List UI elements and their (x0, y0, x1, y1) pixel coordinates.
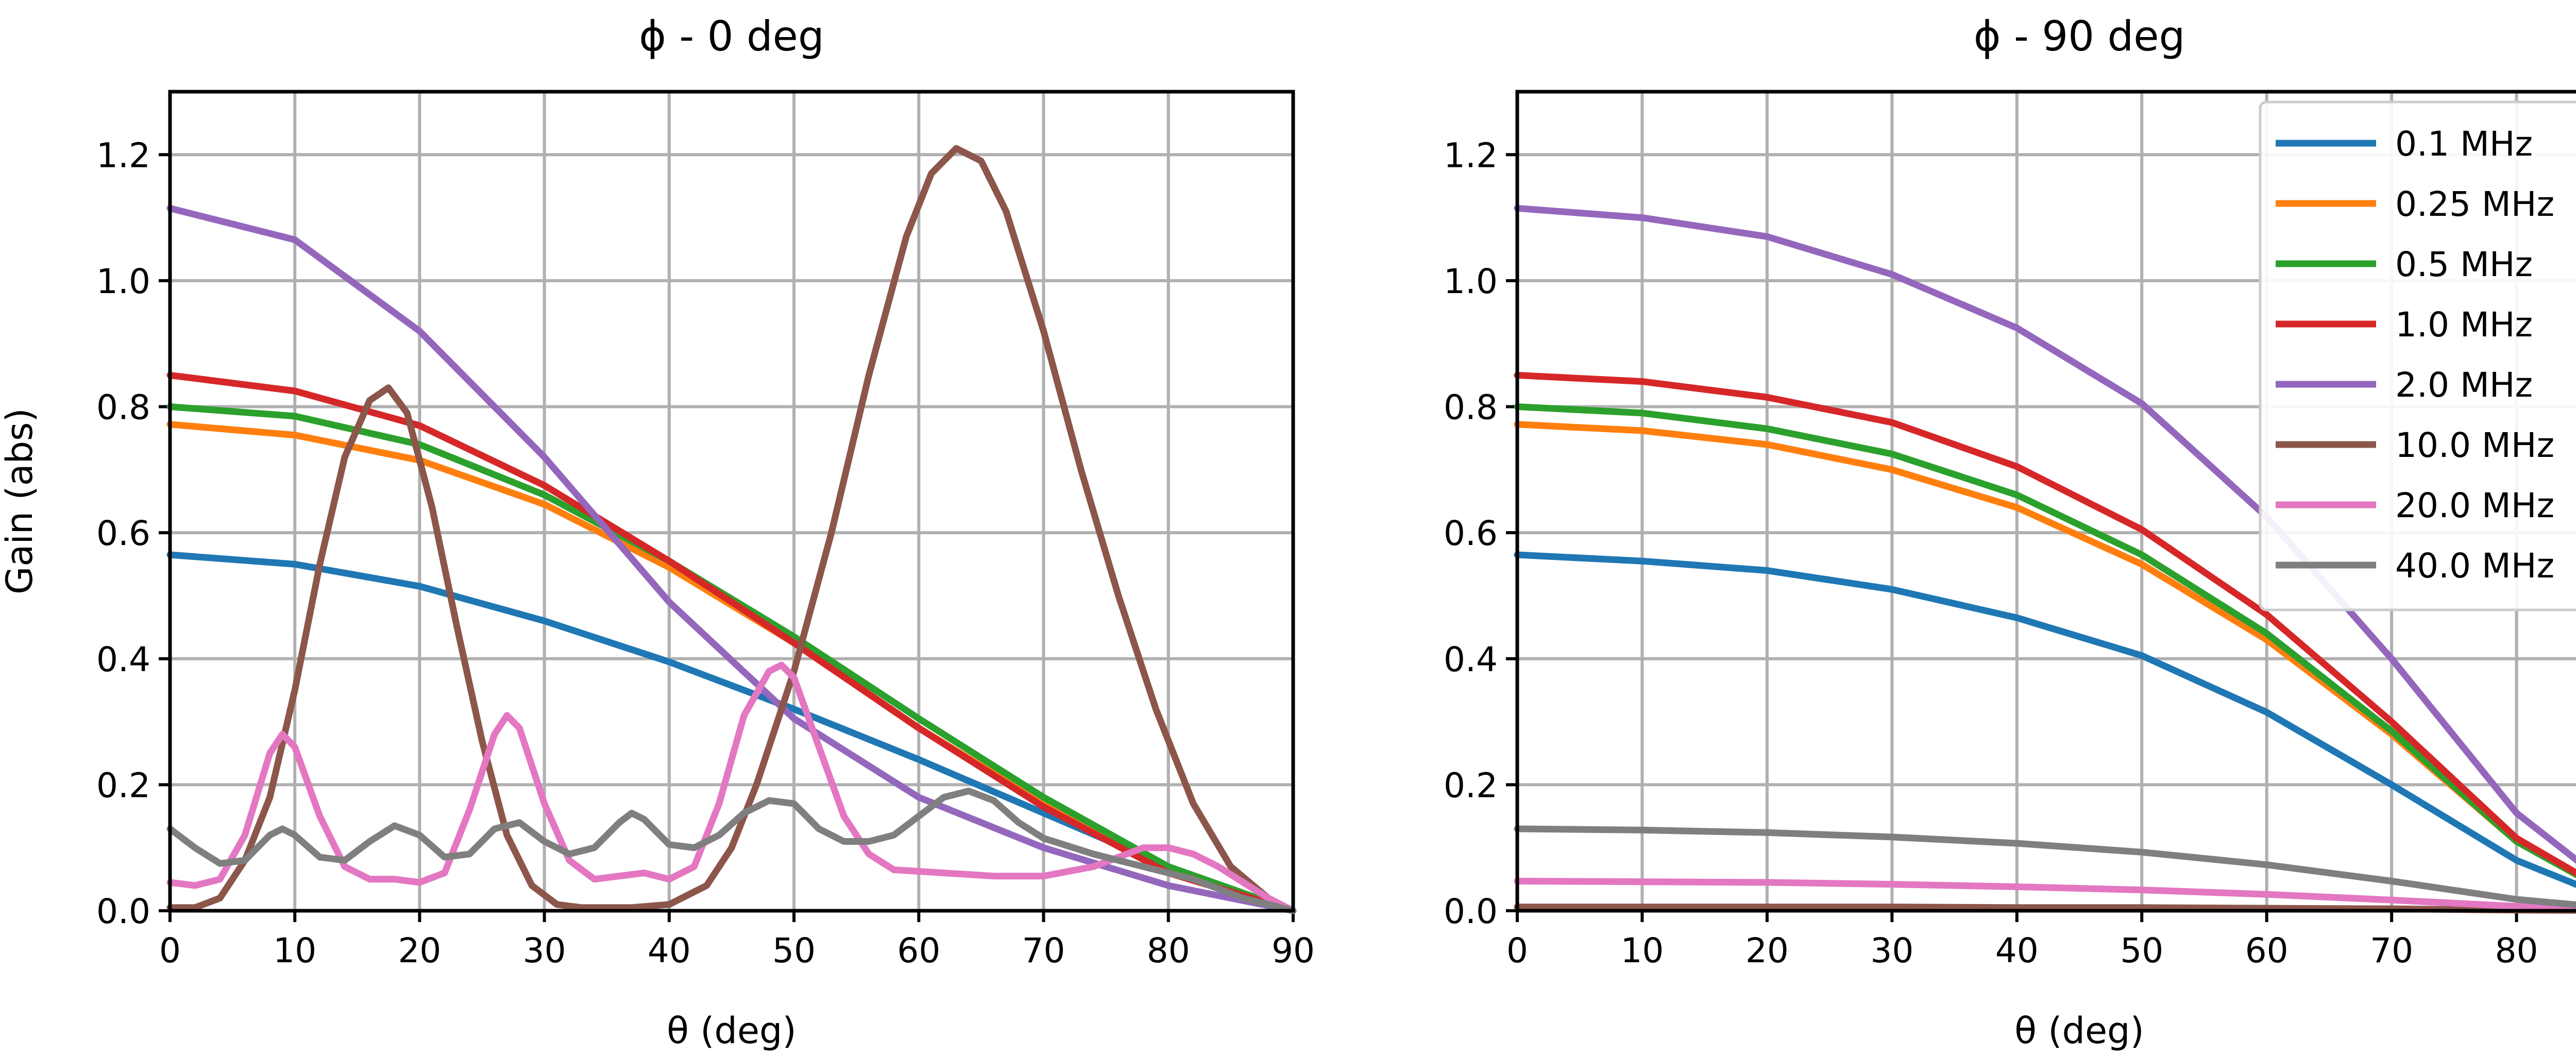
x-tick-label: 40 (648, 931, 691, 970)
legend-label: 2.0 MHz (2395, 365, 2533, 405)
axes-frame (168, 90, 1295, 913)
y-tick-label: 0.2 (96, 765, 150, 805)
y-tick-label: 0.6 (1444, 514, 1498, 553)
legend-box (2259, 100, 2576, 611)
series-line-10-0-mhz (166, 145, 1297, 914)
x-axis-label: θ (deg) (667, 1010, 796, 1052)
series-line-0-1-mhz (1514, 551, 2576, 888)
series-line-40-0-mhz (166, 788, 1297, 914)
y-tick-label: 1.0 (1444, 262, 1498, 301)
x-tick-label: 80 (2495, 931, 2538, 970)
x-tick-label: 70 (1022, 931, 1065, 970)
x-tick-label: 60 (897, 931, 940, 970)
x-tick-label: 40 (1995, 931, 2039, 970)
x-tick-label: 30 (523, 931, 566, 970)
chart-title: ϕ - 90 deg (1974, 12, 2185, 60)
series-line-20-0-mhz (1514, 878, 2576, 912)
x-tick-label: 20 (1745, 931, 1789, 970)
y-tick-label: 0.4 (1444, 640, 1498, 679)
series-line-40-0-mhz (1514, 825, 2576, 909)
x-tick-label: 60 (2245, 931, 2289, 970)
y-tick-label: 1.2 (96, 135, 150, 175)
x-tick-label: 80 (1147, 931, 1190, 970)
series-line-20-0-mhz (166, 661, 1297, 914)
y-tick-label: 0.6 (96, 514, 150, 553)
y-tick-label: 0.8 (1444, 388, 1498, 428)
x-tick-label: 10 (1620, 931, 1664, 970)
series-line-2-0-mhz (1514, 205, 2576, 864)
series-line-2-0-mhz (166, 205, 1297, 914)
x-tick-label: 20 (398, 931, 441, 970)
x-tick-label: 50 (2120, 931, 2163, 970)
y-tick-label: 1.2 (1444, 135, 1498, 175)
legend: 0.1 MHz 0.25 MHz 0.5 MHz 1.0 MHz 2.0 MHz 10.0… (2259, 100, 2576, 611)
legend-label: 0.25 MHz (2395, 184, 2554, 224)
x-axis-label: θ (deg) (2014, 1010, 2144, 1052)
chart-title: ϕ - 0 deg (639, 12, 824, 60)
chart-phi-90: 01020304050607080900.00.20.40.60.81.01.2… (1444, 12, 2576, 1052)
x-tick-label: 0 (159, 931, 181, 970)
legend-label: 40.0 MHz (2395, 546, 2554, 586)
series-line-1-0-mhz (166, 371, 1297, 914)
x-tick-label: 50 (772, 931, 816, 970)
x-tick-label: 0 (1506, 931, 1528, 970)
y-tick-label: 0.0 (96, 892, 150, 931)
series-line-1-0-mhz (1514, 371, 2576, 877)
plot-area (170, 92, 1293, 911)
x-tick-label: 10 (273, 931, 316, 970)
y-tick-label: 0.2 (1444, 765, 1498, 805)
x-tick-label: 30 (1870, 931, 1913, 970)
x-tick-label: 70 (2370, 931, 2413, 970)
axes-frame (1515, 90, 2576, 913)
y-tick-label: 0.8 (96, 388, 150, 428)
y-tick-label: 0.0 (1444, 892, 1498, 931)
legend-label: 10.0 MHz (2395, 425, 2554, 465)
y-axis-label: Gain (abs) (0, 408, 41, 594)
legend-label: 0.1 MHz (2395, 124, 2533, 164)
legend-label: 0.5 MHz (2395, 245, 2533, 284)
y-tick-label: 1.0 (96, 262, 150, 301)
series-line-0-5-mhz (1514, 403, 2576, 878)
legend-label: 20.0 MHz (2395, 486, 2554, 525)
legend-label: 1.0 MHz (2395, 305, 2533, 345)
chart-phi-0: 0 10 20 30 40 50 60 70 80 90 0.0 0.2 0.4 0.6 0.8 1.0 1.2… (0, 12, 1315, 1052)
y-tick-label: 0.4 (96, 640, 150, 679)
x-tick-label: 90 (1272, 931, 1315, 970)
